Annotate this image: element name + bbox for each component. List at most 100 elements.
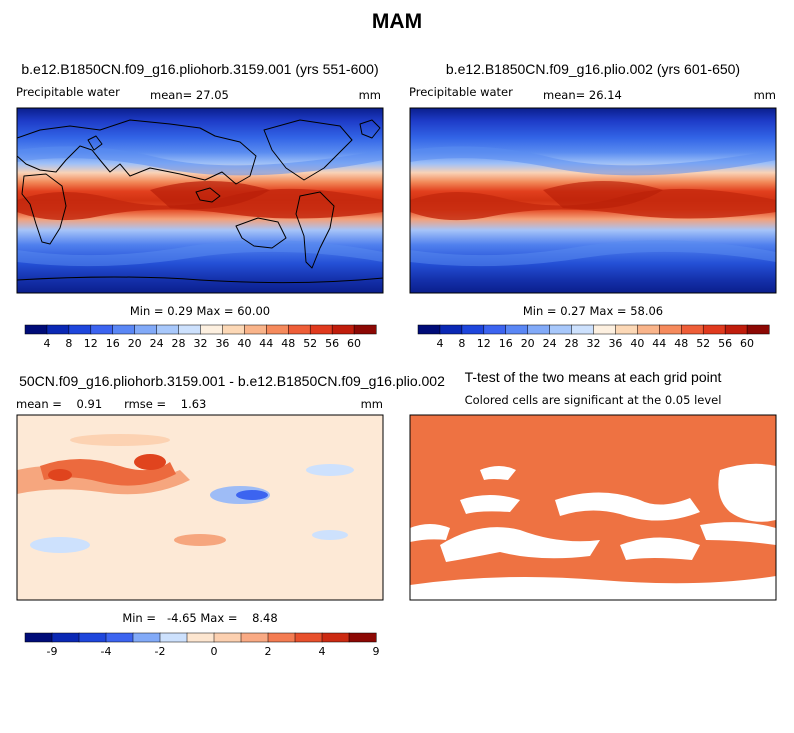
- figure-title: MAM: [372, 10, 422, 33]
- colorbar-swatch: [78, 632, 107, 643]
- map-frame: [409, 107, 777, 294]
- colorbar-tick-label: 8: [458, 337, 465, 350]
- colorbar-tick-label: 4: [436, 337, 443, 350]
- min-max-label: Min = 0.29 Max = 60.00: [130, 304, 270, 318]
- colorbar-tick-label: 32: [587, 337, 601, 350]
- units-label: mm: [359, 88, 381, 102]
- colorbar-tick-label: 32: [194, 337, 208, 350]
- colorbar: 4 8 12 16 20 24 28 32 36 40 44 48 52 56 60: [417, 324, 770, 350]
- colorbar-tick-label: 20: [128, 337, 142, 350]
- colorbar-swatch: [90, 324, 114, 335]
- colorbar-swatch: [156, 324, 180, 335]
- colorbar-swatch: [505, 324, 529, 335]
- panel-title: b.e12.B1850CN.f09_g16.pliohorb.3159.001 …: [21, 61, 378, 77]
- colorbar-swatch: [288, 324, 311, 335]
- colorbar-tick-label: 48: [674, 337, 688, 350]
- colorbar-tick-label: 28: [565, 337, 579, 350]
- panel-title: 50CN.f09_g16.pliohorb.3159.001 - b.e12.B…: [19, 373, 445, 389]
- colorbar-tick-label: 48: [281, 337, 295, 350]
- colorbar-tick-label: 2: [265, 645, 272, 658]
- field-label: Colored cells are significant at the 0.0…: [465, 393, 722, 407]
- panel-title: b.e12.B1850CN.f09_g16.plio.002 (yrs 601-…: [446, 61, 740, 77]
- colorbar-swatch: [549, 324, 573, 335]
- colorbar: -9 -4 -2 0 2 4 9: [24, 632, 380, 658]
- colorbar-tick-label: 28: [172, 337, 186, 350]
- significance-field: [410, 415, 776, 600]
- coastlines: [17, 119, 383, 284]
- colorbar-tick-label: 12: [84, 337, 98, 350]
- colorbar-tick-label: 36: [215, 337, 229, 350]
- colorbar-swatch: [159, 632, 188, 643]
- colorbar-swatch: [200, 324, 223, 335]
- units-label: mm: [361, 397, 383, 411]
- colorbar-tick-label: 4: [319, 645, 326, 658]
- map-frame: [16, 414, 384, 601]
- colorbar-tick-label: 16: [499, 337, 513, 350]
- colorbar-swatch: [353, 324, 377, 335]
- colorbar-tick-label: -9: [47, 645, 58, 658]
- colorbar-swatch: [240, 632, 269, 643]
- colorbar-swatch: [222, 324, 245, 335]
- colorbar-swatch: [46, 324, 70, 335]
- colorbar-swatch: [186, 632, 215, 643]
- colorbar-swatch: [348, 632, 377, 643]
- colorbar-swatch: [68, 324, 92, 335]
- colorbar-swatch: [309, 324, 333, 335]
- colorbar-tick-label: 60: [740, 337, 754, 350]
- panel-ttest: T-test of the two means at each grid poi…: [409, 369, 777, 601]
- colorbar: 4 8 12 16 20 24 28 32 36 40 44 48 52 56 60: [24, 324, 377, 350]
- colorbar-tick-label: 24: [150, 337, 164, 350]
- colorbar-swatch: [112, 324, 136, 335]
- colorbar-tick-label: 40: [237, 337, 251, 350]
- colorbar-swatch: [637, 324, 660, 335]
- min-max-label: Min = -4.65 Max = 8.48: [122, 611, 277, 625]
- field-label: Precipitable water: [16, 85, 120, 99]
- colorbar-tick-label: 60: [347, 337, 361, 350]
- min-max-label: Min = 0.27 Max = 58.06: [523, 304, 663, 318]
- colorbar-swatch: [294, 632, 323, 643]
- colorbar-swatch: [105, 632, 134, 643]
- colorbar-swatch: [615, 324, 638, 335]
- colorbar-swatch: [321, 632, 350, 643]
- colorbar-tick-label: 52: [696, 337, 710, 350]
- colorbar-tick-label: 16: [106, 337, 120, 350]
- mean-label: mean= 27.05: [150, 88, 229, 102]
- panel-title: T-test of the two means at each grid poi…: [465, 369, 722, 385]
- colorbar-swatch: [331, 324, 355, 335]
- colorbar-tick-label: 24: [543, 337, 557, 350]
- colorbar-swatch: [266, 324, 289, 335]
- colorbar-swatch: [483, 324, 507, 335]
- colorbar-swatch: [24, 324, 48, 335]
- map-frame: [16, 107, 384, 294]
- map-field: [17, 108, 383, 293]
- panel-plio: b.e12.B1850CN.f09_g16.plio.002 (yrs 601-…: [409, 61, 777, 350]
- colorbar-tick-label: 9: [373, 645, 380, 658]
- colorbar-tick-label: 36: [608, 337, 622, 350]
- colorbar-tick-label: 56: [325, 337, 339, 350]
- colorbar-swatch: [267, 632, 296, 643]
- colorbar-tick-label: 52: [303, 337, 317, 350]
- colorbar-swatch: [244, 324, 267, 335]
- colorbar-tick-label: 4: [43, 337, 50, 350]
- colorbar-swatch: [213, 632, 242, 643]
- mean-label: mean= 26.14: [543, 88, 622, 102]
- map-frame: [409, 414, 777, 601]
- colorbar-swatch: [681, 324, 704, 335]
- colorbar-swatch: [132, 632, 161, 643]
- colorbar-tick-label: -2: [155, 645, 166, 658]
- map-field: [410, 108, 776, 293]
- colorbar-tick-label: 44: [259, 337, 273, 350]
- colorbar-swatch: [24, 632, 53, 643]
- colorbar-tick-label: -4: [101, 645, 112, 658]
- colorbar-swatch: [51, 632, 80, 643]
- colorbar-tick-label: 8: [65, 337, 72, 350]
- panel-difference: 50CN.f09_g16.pliohorb.3159.001 - b.e12.B…: [16, 373, 445, 658]
- colorbar-swatch: [702, 324, 726, 335]
- colorbar-tick-label: 40: [630, 337, 644, 350]
- colorbar-tick-label: 56: [718, 337, 732, 350]
- colorbar-tick-label: 20: [521, 337, 535, 350]
- field-label: mean = 0.91 rmse = 1.63: [16, 397, 206, 411]
- colorbar-swatch: [417, 324, 441, 335]
- colorbar-tick-label: 12: [477, 337, 491, 350]
